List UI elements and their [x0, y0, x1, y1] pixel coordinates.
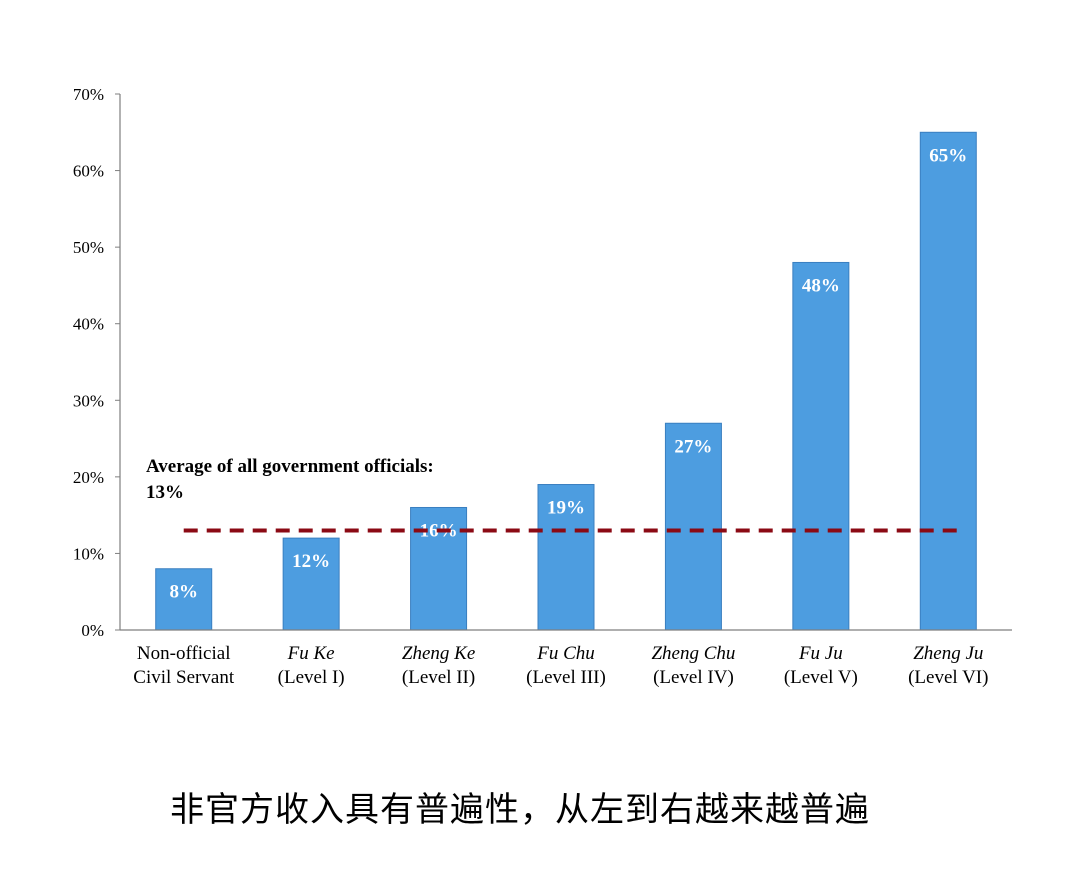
x-category-label: Zheng Chu: [651, 643, 735, 664]
x-category-sublabel: (Level IV): [653, 667, 734, 688]
y-tick-label: 20%: [73, 468, 104, 487]
x-category-sublabel: (Level III): [526, 667, 606, 688]
bar: [155, 568, 213, 631]
y-axis: 0% 10% 20% 30% 40% 50% 60% 70%: [73, 85, 121, 640]
y-tick-label: 0%: [81, 621, 104, 640]
bar-value-label: 27%: [674, 436, 712, 457]
bar: [792, 261, 850, 631]
y-tick-label: 50%: [73, 238, 104, 257]
bar-value-label: 48%: [802, 275, 840, 296]
y-tick-label: 40%: [73, 315, 104, 334]
y-tick-label: 10%: [73, 544, 104, 563]
average-label-line2: 13%: [146, 482, 184, 503]
chart-caption: 非官方收入具有普遍性，从左到右越来越普遍: [170, 790, 870, 830]
y-tick-label: 30%: [73, 391, 104, 410]
y-tick-label: 60%: [73, 162, 104, 181]
bar: [919, 131, 977, 631]
bar-value-label: 12%: [292, 551, 330, 572]
bar: [664, 422, 722, 631]
x-category-label: Fu Ju: [798, 643, 843, 664]
x-axis: Non-official Civil Servant Fu Ke (Level I) Z…: [120, 629, 1012, 688]
average-line-group: Average of all government officials: 13%: [146, 456, 959, 533]
x-category-label: Non-official: [137, 643, 231, 664]
bars: 8%12%16%19%27%48%65%: [155, 131, 977, 631]
x-category-sublabel: (Level I): [278, 667, 345, 688]
y-tick-label: 70%: [73, 85, 104, 104]
bar: [537, 484, 595, 631]
x-category-label: Zheng Ke: [402, 643, 475, 664]
x-category-label: Fu Chu: [536, 643, 595, 664]
bar-value-label: 65%: [929, 145, 967, 166]
x-category-label: Fu Ke: [287, 643, 335, 664]
x-category-sublabel: Civil Servant: [133, 667, 235, 688]
bar-chart: 0%10%20%30%40%50%60%70% 8%12%16%19%27%48…: [73, 85, 1012, 688]
average-label-line1: Average of all government officials:: [146, 456, 434, 477]
bar-value-label: 19%: [547, 498, 585, 519]
x-category-sublabel: (Level II): [402, 667, 475, 688]
bar-value-label: 8%: [169, 582, 198, 603]
x-category-sublabel: (Level VI): [908, 667, 988, 688]
x-category-label: Zheng Ju: [913, 643, 983, 664]
x-category-sublabel: (Level V): [784, 667, 858, 688]
